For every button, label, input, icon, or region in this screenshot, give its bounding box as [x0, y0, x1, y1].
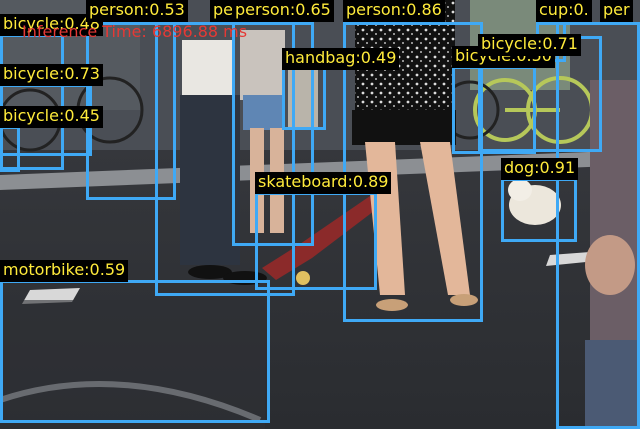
label-skateboard-13: skateboard:0.89	[255, 172, 392, 194]
label-bicycle-0: bicycle:0.48	[0, 14, 103, 36]
bbox-dog-12	[501, 178, 577, 242]
label-bicycle-8: bicycle:0.45	[0, 106, 103, 128]
label-person-4: person:0.86	[343, 0, 445, 22]
bbox-skateboard-13	[255, 192, 377, 290]
label-bicycle-7: bicycle:0.73	[0, 64, 103, 86]
label-person-6: per	[600, 0, 633, 22]
label-motorbike-14: motorbike:0.59	[0, 260, 129, 282]
bbox-bicycle-8	[0, 126, 20, 172]
bbox-person-3	[232, 22, 314, 246]
bbox-person-2	[155, 22, 295, 296]
label-cup-5: cup:0.	[536, 0, 592, 22]
label-dog-12: dog:0.91	[501, 158, 579, 180]
label-bicycle-11: bicycle:0.71	[478, 34, 581, 56]
bbox-person-6	[556, 22, 640, 429]
label-person-3: person:0.65	[232, 0, 334, 22]
bbox-handbag-9	[282, 66, 326, 130]
inference-time-text: Inference Time: 6896.88 ms	[22, 22, 248, 41]
label-person-1: person:0.53	[86, 0, 188, 22]
bbox-motorbike-14	[0, 280, 270, 423]
label-handbag-9: handbag:0.49	[282, 48, 400, 70]
